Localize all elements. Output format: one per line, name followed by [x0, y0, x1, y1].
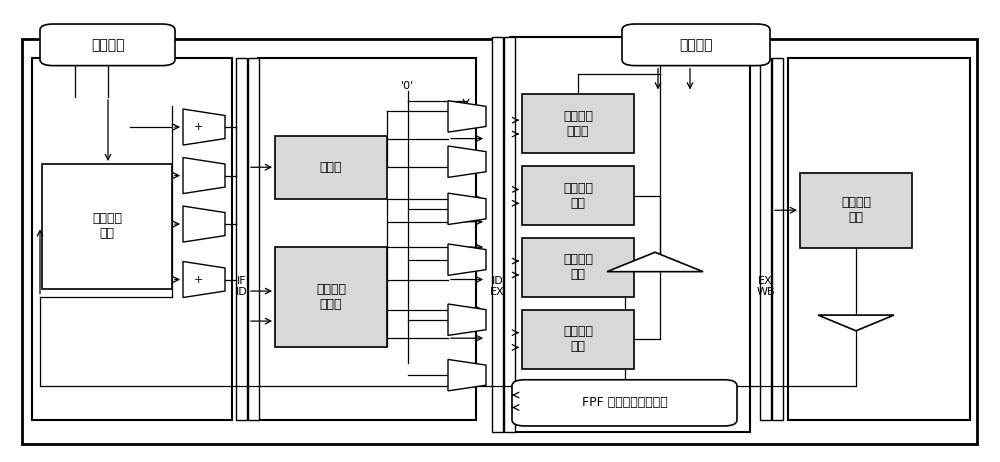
- Bar: [275, 136, 387, 199]
- FancyBboxPatch shape: [40, 24, 175, 66]
- Text: 定点乘法
单元: 定点乘法 单元: [563, 254, 593, 281]
- Polygon shape: [183, 261, 225, 298]
- Text: ID
EX: ID EX: [490, 276, 505, 297]
- Bar: [522, 238, 634, 297]
- Text: EX
WB: EX WB: [756, 276, 775, 297]
- Bar: [772, 58, 783, 420]
- Text: 译码器: 译码器: [320, 161, 342, 174]
- Bar: [800, 173, 912, 248]
- Text: +: +: [193, 274, 203, 285]
- Polygon shape: [183, 158, 225, 194]
- Bar: [504, 37, 515, 432]
- Text: IF
ID: IF ID: [236, 276, 247, 297]
- Bar: [42, 164, 172, 289]
- Polygon shape: [448, 304, 486, 335]
- Polygon shape: [448, 244, 486, 275]
- Polygon shape: [183, 206, 225, 242]
- Bar: [522, 310, 634, 369]
- Text: 通用目的
寄存器: 通用目的 寄存器: [316, 283, 346, 310]
- Text: '0': '0': [401, 81, 415, 91]
- Bar: [22, 39, 977, 444]
- Bar: [275, 247, 387, 346]
- Bar: [510, 37, 750, 432]
- Bar: [522, 166, 634, 225]
- Bar: [492, 37, 503, 432]
- Text: 点乘计算
单元: 点乘计算 单元: [563, 325, 593, 353]
- Text: 数据接口: 数据接口: [679, 38, 713, 52]
- Polygon shape: [183, 109, 225, 145]
- Text: 算数逻辑
单元: 算数逻辑 单元: [563, 182, 593, 210]
- Text: 加载存储
单元: 加载存储 单元: [841, 196, 871, 224]
- Bar: [32, 58, 232, 420]
- Polygon shape: [448, 146, 486, 177]
- Text: FPF 阵列卷积计算单元: FPF 阵列卷积计算单元: [582, 396, 668, 409]
- Text: +: +: [193, 122, 203, 132]
- Text: 指令接口: 指令接口: [91, 38, 125, 52]
- Bar: [788, 58, 970, 420]
- FancyBboxPatch shape: [512, 380, 737, 426]
- Text: 当前状态
寄存器: 当前状态 寄存器: [563, 110, 593, 138]
- Polygon shape: [818, 315, 894, 331]
- Polygon shape: [448, 359, 486, 391]
- Text: 指令预取
缓存: 指令预取 缓存: [92, 213, 122, 240]
- FancyBboxPatch shape: [622, 24, 770, 66]
- Bar: [236, 58, 247, 420]
- Polygon shape: [448, 101, 486, 132]
- Bar: [248, 58, 259, 420]
- Bar: [258, 58, 476, 420]
- Bar: [760, 58, 771, 420]
- Polygon shape: [607, 252, 703, 272]
- Bar: [522, 94, 634, 153]
- Polygon shape: [448, 193, 486, 225]
